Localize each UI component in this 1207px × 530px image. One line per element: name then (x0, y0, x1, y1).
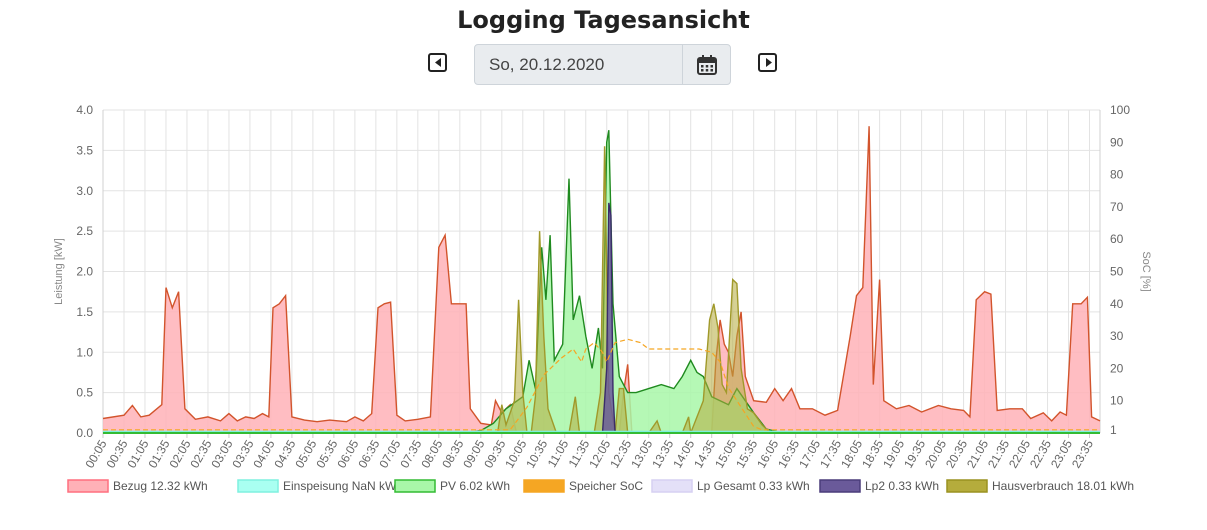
y-right-tick-label: 60 (1110, 232, 1124, 246)
legend-swatch (67, 479, 109, 493)
y-left-tick-label: 2.5 (76, 224, 93, 238)
legend-label: Einspeisung NaN kWh (283, 479, 403, 493)
y-right-tick-label: 100 (1110, 103, 1130, 117)
series-area-bezug (103, 126, 1100, 433)
y-left-tick-label: 2.0 (76, 265, 93, 279)
y-left-tick-label: 1.5 (76, 305, 93, 319)
legend-swatch (237, 479, 279, 493)
legend-label: Lp2 0.33 kWh (865, 479, 939, 493)
previous-day-button[interactable] (428, 53, 447, 72)
series-line-speicher (103, 338, 1100, 431)
chart-legend: Bezug 12.32 kWh Einspeisung NaN kWh PV 6.0… (67, 479, 1134, 493)
y-right-axis-title: SoC [%] (1140, 251, 1152, 291)
legend-swatch (394, 479, 436, 493)
next-day-button[interactable] (758, 53, 777, 72)
y-left-tick-label: 3.0 (76, 184, 93, 198)
legend-swatch (819, 479, 861, 493)
legend-label: Bezug 12.32 kWh (113, 479, 208, 493)
y-right-tick-label: 80 (1110, 168, 1124, 182)
date-picker[interactable]: So, 20.12.2020 (474, 44, 731, 85)
y-right-tick-label: 50 (1110, 265, 1124, 279)
legend-label: Speicher SoC (569, 479, 643, 493)
y-right-tick-label: 70 (1110, 200, 1124, 214)
calendar-button[interactable] (682, 45, 730, 84)
legend-swatch (523, 479, 565, 493)
page-title: Logging Tagesansicht (457, 6, 750, 34)
chart-series (102, 126, 1101, 434)
x-tick-label: 23:35 (1069, 437, 1096, 470)
legend-swatch (946, 479, 988, 493)
y-left-axis-title: Leistung [kW] (53, 238, 65, 305)
date-input[interactable]: So, 20.12.2020 (489, 55, 605, 74)
y-left-tick-label: 3.5 (76, 143, 93, 157)
legend-swatch (651, 479, 693, 493)
legend-label: PV 6.02 kWh (440, 479, 510, 493)
y-right-tick-label: 20 (1110, 361, 1124, 375)
y-right-tick-label: 90 (1110, 135, 1124, 149)
legend-label: Lp Gesamt 0.33 kWh (697, 479, 810, 493)
series-area-hausverbrauch (103, 146, 1100, 434)
series-line-lp2 (103, 202, 1100, 434)
y-right-tick-label: 1 (1110, 423, 1117, 437)
y-right-tick-label: 30 (1110, 329, 1124, 343)
calendar-icon (696, 54, 717, 75)
y-right-tick-label: 40 (1110, 297, 1124, 311)
y-left-tick-label: 0.0 (76, 426, 93, 440)
y-left-tick-label: 1.0 (76, 345, 93, 359)
y-left-tick-label: 4.0 (76, 103, 93, 117)
y-right-tick-label: 10 (1110, 394, 1124, 408)
x-tick-label: 10:35 (523, 437, 550, 470)
y-left-tick-label: 0.5 (76, 386, 93, 400)
caret-left-icon (435, 58, 441, 67)
legend-label: Hausverbrauch 18.01 kWh (992, 479, 1134, 493)
caret-right-icon (766, 58, 772, 67)
